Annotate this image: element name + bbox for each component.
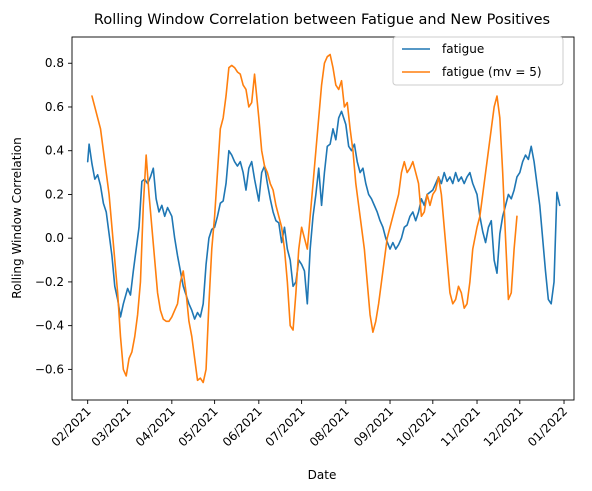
y-tick-label: −0.4 bbox=[35, 319, 64, 333]
x-tick-label: 07/2021 bbox=[263, 404, 308, 449]
y-axis-title: Rolling Window Correlation bbox=[10, 137, 24, 298]
y-tick-label: 0.0 bbox=[45, 231, 64, 245]
legend-box bbox=[392, 36, 564, 86]
series-line-0 bbox=[86, 110, 561, 320]
y-tick-label: 0.4 bbox=[45, 144, 64, 158]
legend-label-fatigue-mv5: fatigue (mv = 5) bbox=[442, 65, 542, 79]
x-tick-label: 02/2021 bbox=[49, 404, 94, 449]
y-axis: −0.6 −0.4 −0.2 0.0 0.2 0.4 0.6 0.8 bbox=[35, 56, 72, 376]
x-tick-label: 06/2021 bbox=[220, 404, 265, 449]
x-tick-label: 09/2021 bbox=[351, 404, 396, 449]
plot-frame bbox=[71, 36, 575, 401]
y-tick-label: 0.6 bbox=[45, 100, 64, 114]
x-axis-title: Date bbox=[308, 468, 337, 482]
plot-lines bbox=[86, 53, 561, 384]
y-tick-label: −0.6 bbox=[35, 362, 64, 376]
chart-title: Rolling Window Correlation between Fatig… bbox=[94, 12, 550, 28]
x-tick-label: 05/2021 bbox=[176, 404, 221, 449]
y-tick-label: 0.2 bbox=[45, 187, 64, 201]
y-tick-label: −0.2 bbox=[35, 275, 64, 289]
legend-label-fatigue: fatigue bbox=[442, 42, 484, 56]
x-tick-label: 08/2021 bbox=[307, 404, 352, 449]
x-tick-label: 12/2021 bbox=[481, 404, 526, 449]
x-tick-label: 10/2021 bbox=[394, 404, 439, 449]
series-line-1 bbox=[91, 53, 518, 384]
x-tick-label: 03/2021 bbox=[89, 404, 134, 449]
x-tick-label: 01/2022 bbox=[525, 404, 570, 449]
x-tick-label: 11/2021 bbox=[438, 404, 483, 449]
x-tick-label: 04/2021 bbox=[133, 404, 178, 449]
legend: fatigue fatigue (mv = 5) bbox=[392, 36, 564, 86]
y-tick-label: 0.8 bbox=[45, 56, 64, 70]
